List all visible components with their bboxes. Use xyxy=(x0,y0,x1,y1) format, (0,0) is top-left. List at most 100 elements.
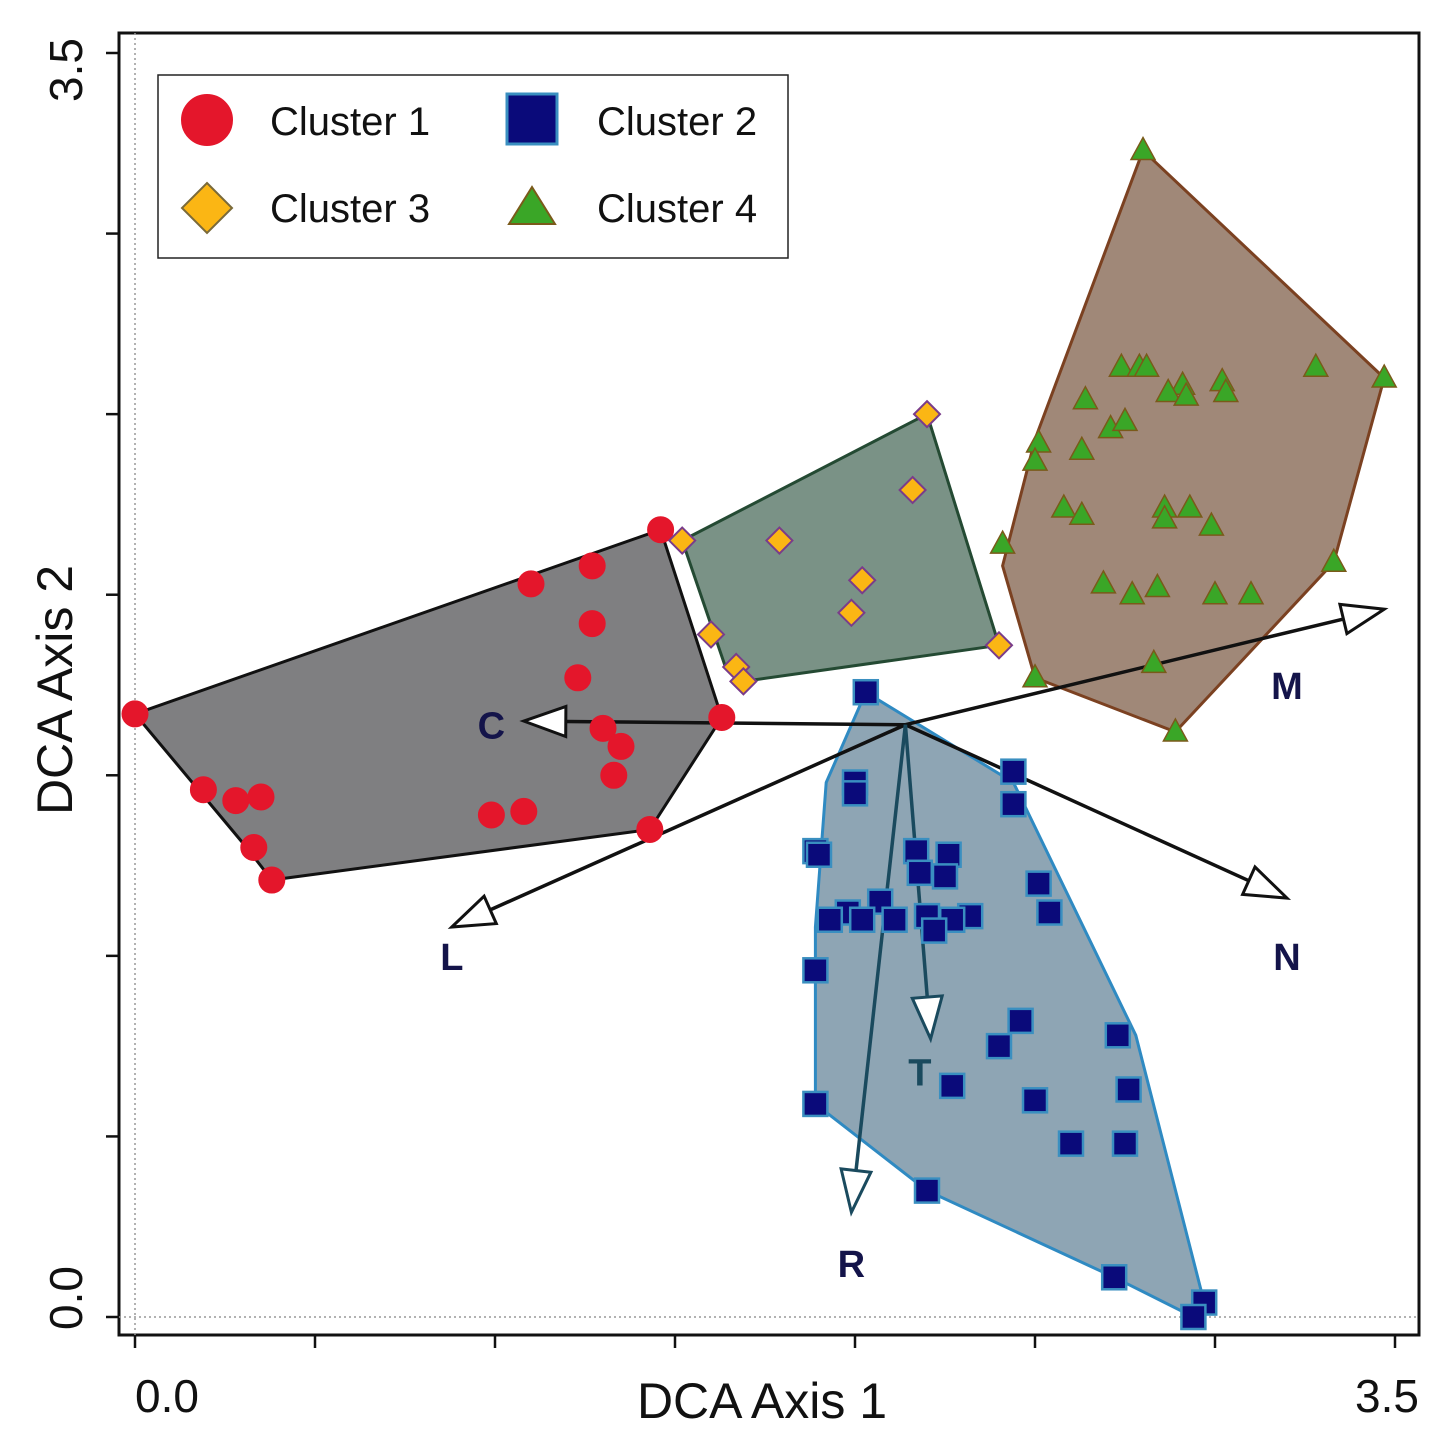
cluster-4-point xyxy=(1118,580,1146,605)
cluster-2-point xyxy=(1025,870,1052,897)
cluster-2-point xyxy=(816,906,844,933)
cluster-2-point xyxy=(935,841,962,868)
vector-l-line xyxy=(489,723,907,912)
cluster-1-point xyxy=(510,797,538,825)
x-axis-title: DCA Axis 1 xyxy=(637,1373,887,1429)
cluster-1-point xyxy=(477,801,505,829)
cluster-4-point xyxy=(1370,363,1398,388)
vector-t-arrowhead xyxy=(910,994,945,1044)
cluster-2-point xyxy=(985,1032,1013,1060)
cluster-2-point xyxy=(902,837,930,865)
cluster-4-point xyxy=(1133,352,1160,377)
environmental-vectors xyxy=(447,602,1389,1217)
cluster-4-point xyxy=(1302,352,1330,377)
cluster-1-point xyxy=(222,787,250,815)
cluster-4-point xyxy=(1090,569,1117,594)
cluster-1-point xyxy=(564,664,592,692)
cluster-4-point xyxy=(1025,428,1052,453)
cluster-3-point xyxy=(728,666,758,696)
cluster-4-point xyxy=(1068,500,1096,526)
cluster-2-point xyxy=(1021,1087,1049,1114)
cluster-1-point xyxy=(600,761,628,789)
legend-label-cluster-4: Cluster 4 xyxy=(597,187,757,231)
cluster-4-point xyxy=(1201,580,1229,605)
cluster-2-point xyxy=(1104,1022,1132,1049)
cluster-3-point xyxy=(667,526,697,555)
cluster-2-point xyxy=(802,957,829,984)
data-points xyxy=(121,135,1398,1331)
cluster-4-point xyxy=(1144,572,1171,598)
cluster-1-point xyxy=(258,866,286,894)
cluster-3-point xyxy=(984,630,1014,660)
cluster-2-point xyxy=(920,917,948,944)
vector-c-line xyxy=(565,719,906,727)
cluster-1-point xyxy=(247,783,275,811)
cluster-2-point xyxy=(1180,1303,1207,1331)
vector-c-label: C xyxy=(478,706,505,748)
vector-m-label: M xyxy=(1271,666,1303,708)
cluster-4-point xyxy=(1151,504,1178,529)
vector-m-line xyxy=(904,617,1344,727)
cluster-2-point xyxy=(852,678,880,706)
cluster-2-point xyxy=(1000,790,1027,818)
cluster-1-point xyxy=(708,704,736,732)
cluster-2-point xyxy=(931,863,959,890)
vector-t-label: T xyxy=(908,1052,931,1094)
cluster-4-point xyxy=(1320,547,1348,572)
cluster-4-point xyxy=(1050,493,1078,518)
legend: Cluster 1 Cluster 2 Cluster 3 Cluster 4 xyxy=(157,74,789,259)
cluster-1-point xyxy=(578,552,606,580)
cluster-2-point xyxy=(805,841,833,868)
vector-m-arrowhead xyxy=(1337,602,1389,637)
cluster-2-point xyxy=(1057,1130,1085,1157)
legend-label-cluster-1: Cluster 1 xyxy=(270,100,430,144)
y-axis-title: DCA Axis 2 xyxy=(27,565,83,815)
cluster-3-point xyxy=(898,475,928,505)
cluster-4-point xyxy=(1172,381,1200,406)
legend-marker-cluster-1 xyxy=(181,94,233,146)
legend-marker-cluster-2 xyxy=(505,92,559,146)
cluster-4-point xyxy=(1212,377,1240,403)
cluster-2-point xyxy=(1111,1130,1139,1157)
cluster-2-point xyxy=(1115,1076,1142,1103)
vector-l-arrowhead xyxy=(447,893,499,929)
cluster-4-point xyxy=(1176,493,1204,518)
cluster-4-point xyxy=(1072,385,1099,410)
cluster-2-point xyxy=(881,906,908,933)
cluster-4-point xyxy=(1111,406,1139,432)
cluster-2-point xyxy=(1100,1264,1128,1291)
cluster-2-point xyxy=(1000,758,1027,785)
cluster-3-point xyxy=(847,565,877,595)
cluster-4-point xyxy=(1021,663,1049,688)
vector-n-line xyxy=(904,723,1250,883)
cluster-1-point xyxy=(607,732,635,760)
cluster-1-point xyxy=(121,700,149,728)
vector-l-label: L xyxy=(440,937,463,979)
cluster-2-point xyxy=(841,780,869,807)
vector-n-label: N xyxy=(1273,937,1300,979)
cluster-4-point xyxy=(1154,377,1182,403)
cluster-3-point xyxy=(764,526,794,555)
cluster-4-point xyxy=(989,529,1016,554)
vector-r-label: R xyxy=(838,1244,865,1286)
cluster-1-point xyxy=(189,776,217,804)
legend-marker-cluster-3 xyxy=(180,181,234,235)
vector-labels: M C L N T R xyxy=(440,666,1303,1286)
legend-marker-cluster-4 xyxy=(507,185,557,225)
cluster-2-point xyxy=(1007,1007,1034,1035)
axis-ticks xyxy=(106,51,1397,1348)
cluster-2-point xyxy=(906,859,934,887)
x-tick-label-min: 0.0 xyxy=(135,1370,199,1422)
y-tick-label-min: 0.0 xyxy=(40,1266,92,1330)
cluster-1-point xyxy=(636,815,664,843)
vector-n-arrowhead xyxy=(1240,864,1292,900)
legend-label-cluster-2: Cluster 2 xyxy=(597,100,757,144)
cluster-2-point xyxy=(1036,899,1063,926)
cluster-4-point xyxy=(1162,717,1189,742)
cluster-2-point xyxy=(848,906,876,933)
cluster-2-point xyxy=(938,1072,966,1100)
cluster-4-point xyxy=(1021,446,1049,471)
y-tick-label-max: 3.5 xyxy=(40,38,92,102)
cluster-1-point xyxy=(578,610,606,638)
